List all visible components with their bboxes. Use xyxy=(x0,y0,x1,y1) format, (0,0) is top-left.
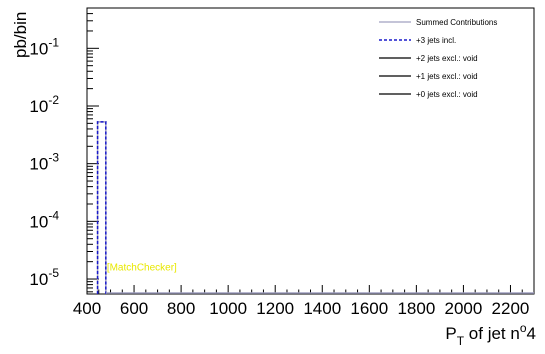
legend-label: +3 jets incl. xyxy=(416,36,456,45)
y-tick-label: 10-4 xyxy=(29,208,59,231)
legend: Summed Contributions +3 jets incl. +2 jets… xyxy=(379,18,497,99)
legend-label: +1 jets excl.: void xyxy=(416,72,478,81)
legend-label: +2 jets excl.: void xyxy=(416,54,478,63)
y-axis: 10-1 10-2 10-3 10-4 10-5 xyxy=(29,7,99,293)
legend-label: +0 jets excl.: void xyxy=(416,90,478,99)
x-tick-label: 1800 xyxy=(397,299,435,318)
y-tick-label: 10-5 xyxy=(29,266,59,289)
x-axis-title-rest: of jet n xyxy=(464,324,520,343)
legend-label: Summed Contributions xyxy=(416,18,497,27)
x-tick-label: 1200 xyxy=(256,299,294,318)
histogram-bin xyxy=(96,121,107,294)
x-axis-title-p: P xyxy=(445,324,456,343)
x-tick-label: 400 xyxy=(73,299,101,318)
x-tick-label: 2200 xyxy=(492,299,530,318)
y-axis-title: pb/bin xyxy=(11,12,30,58)
y-tick-label: 10-1 xyxy=(29,35,59,58)
x-tick-label: 1400 xyxy=(303,299,341,318)
y-tick-label: 10-3 xyxy=(29,151,59,174)
x-tick-label: 800 xyxy=(167,299,195,318)
x-tick-label: 1000 xyxy=(209,299,247,318)
x-axis-title: PT of jet no4 xyxy=(445,321,536,348)
plot-frame xyxy=(86,7,535,295)
x-axis-title-sub: T xyxy=(457,334,465,348)
x-axis-title-sup: o xyxy=(520,321,527,335)
x-tick-label: 600 xyxy=(120,299,148,318)
y-tick-label: 10-2 xyxy=(29,93,59,116)
x-axis-title-tail: 4 xyxy=(527,324,536,343)
x-axis: 400 600 800 1000 1200 1400 1600 1800 2000 2200 xyxy=(73,285,535,318)
x-tick-label: 2000 xyxy=(445,299,483,318)
matchchecker-annotation: [MatchChecker] xyxy=(107,262,177,273)
x-tick-label: 1600 xyxy=(350,299,388,318)
histogram-bin xyxy=(96,121,107,294)
histogram-bars xyxy=(96,121,107,294)
